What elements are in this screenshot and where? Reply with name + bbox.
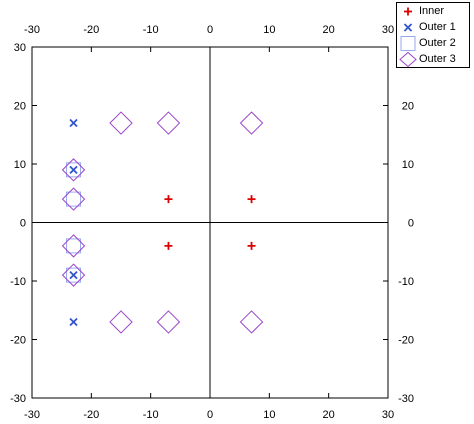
diamond-marker [109, 310, 133, 334]
series-outer-2 [66, 162, 82, 283]
diamond-marker [156, 111, 181, 135]
y-tick-label-left: 0 [20, 218, 26, 230]
x-tick-label-top: -10 [143, 24, 159, 36]
x-tick-label-bottom: 20 [323, 409, 335, 421]
x-marker [69, 317, 78, 327]
x-tick-label-bottom: 10 [263, 409, 275, 421]
diamond-marker [239, 310, 264, 334]
legend-item-outer-1: Outer 1 [397, 20, 471, 35]
diamond-marker [61, 158, 86, 182]
diamond-marker [239, 111, 264, 135]
x-tick-label-top: 0 [207, 24, 213, 36]
plus-marker-icon [404, 7, 412, 16]
y-tick-label-right: -30 [398, 393, 414, 405]
x-tick-label-bottom: 30 [382, 409, 394, 421]
y-tick-label-left: 20 [14, 101, 26, 113]
x-marker [69, 165, 78, 174]
plus-marker [247, 241, 256, 250]
square-marker [66, 238, 82, 254]
y-tick-label-right: 0 [408, 218, 414, 230]
square-marker [66, 191, 82, 207]
y-tick-label-right: -10 [398, 276, 414, 288]
x-tick-label-top: 20 [323, 24, 335, 36]
legend-item-outer-2: Outer 2 [397, 36, 471, 51]
x-tick-label-top: 30 [382, 24, 394, 36]
square-marker-icon [400, 36, 416, 51]
legend-label-inner: Inner [419, 5, 445, 17]
diamond-marker [61, 263, 86, 287]
diamond-marker [61, 187, 86, 211]
series-outer-3 [61, 111, 264, 334]
square-marker [66, 267, 82, 283]
x-tick-label-top: -30 [24, 24, 40, 36]
x-marker-icon [403, 23, 413, 32]
plus-marker [164, 195, 173, 204]
x-tick-label-bottom: 0 [207, 409, 213, 421]
y-tick-label-right: 10 [402, 159, 414, 171]
legend: Inner Outer 1 Outer 2 Outer 3 [396, 2, 470, 68]
y-tick-label-left: 10 [14, 159, 26, 171]
x-tick-label-bottom: -20 [83, 409, 99, 421]
legend-item-inner: Inner [397, 4, 471, 19]
y-tick-label-left: 30 [14, 42, 26, 54]
x-marker [69, 118, 78, 128]
plus-marker [164, 241, 173, 250]
series-inner [164, 195, 256, 250]
diamond-marker [109, 111, 133, 135]
x-tick-label-bottom: -10 [143, 409, 159, 421]
series-outer-1 [69, 118, 78, 327]
legend-item-outer-3: Outer 3 [397, 52, 471, 67]
axis-ticks: -30 -30 -20 -20 -10 -10 0 0 10 10 20 20 30 30 -30 -30 -2… [10, 24, 414, 421]
square-marker [66, 162, 82, 178]
legend-label-outer-1: Outer 1 [419, 21, 456, 33]
x-tick-label-top: -20 [83, 24, 99, 36]
diamond-marker-icon [399, 52, 417, 67]
y-tick-label-left: -20 [10, 335, 26, 347]
x-marker [69, 271, 78, 280]
diamond-marker [156, 310, 181, 334]
y-tick-label-left: -10 [10, 276, 26, 288]
y-tick-label-right: -20 [398, 335, 414, 347]
y-tick-label-left: -30 [10, 393, 26, 405]
y-tick-label-right: 20 [402, 101, 414, 113]
plus-marker [247, 195, 256, 204]
legend-label-outer-3: Outer 3 [419, 53, 456, 65]
x-tick-label-bottom: -30 [24, 409, 40, 421]
data-marks [61, 111, 264, 334]
x-tick-label-top: 10 [263, 24, 275, 36]
diamond-marker [61, 234, 86, 258]
legend-label-outer-2: Outer 2 [419, 37, 456, 49]
